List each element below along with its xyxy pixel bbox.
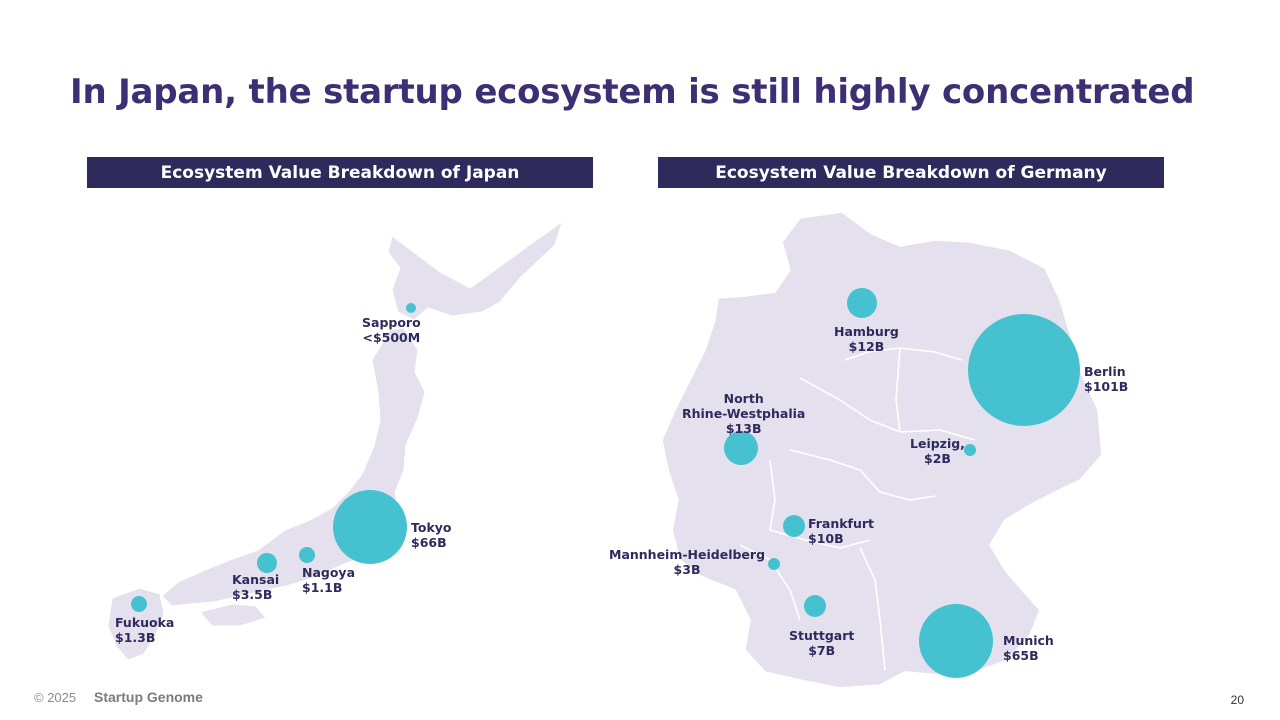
city-value: $3.5B bbox=[232, 587, 273, 602]
city-value: $66B bbox=[411, 535, 447, 550]
city-value: $65B bbox=[1003, 648, 1039, 663]
city-name: North bbox=[723, 391, 764, 406]
city-name: Nagoya bbox=[302, 565, 356, 580]
city-name: Munich bbox=[1003, 633, 1054, 648]
city-value: $13B bbox=[725, 421, 762, 436]
leipzig-label: Leipzig, $2B bbox=[910, 436, 965, 466]
leipzig-bubble bbox=[964, 444, 976, 456]
city-name: Tokyo bbox=[411, 520, 452, 535]
munich-label: Munich $65B bbox=[1003, 633, 1054, 663]
kansai-bubble bbox=[257, 553, 277, 573]
tokyo-label: Tokyo $66B bbox=[411, 520, 452, 550]
page-number: 20 bbox=[1230, 693, 1244, 707]
germany-state-borders bbox=[739, 347, 976, 671]
city-name: Berlin bbox=[1084, 364, 1126, 379]
mannheim-bubble bbox=[768, 558, 780, 570]
hamburg-bubble bbox=[847, 288, 877, 318]
city-name: Frankfurt bbox=[808, 516, 875, 531]
japan-hokkaido-shape bbox=[387, 220, 563, 321]
city-name: Mannheim-Heidelberg bbox=[609, 547, 766, 562]
frankfurt-bubble bbox=[783, 515, 805, 537]
city-value: $7B bbox=[808, 643, 836, 658]
city-value: $3B bbox=[673, 562, 701, 577]
stuttgart-label: Stuttgart $7B bbox=[789, 628, 854, 658]
hamburg-label: Hamburg $12B bbox=[834, 324, 899, 354]
nagoya-bubble bbox=[299, 547, 315, 563]
city-name: Leipzig, bbox=[910, 436, 965, 451]
tokyo-bubble bbox=[333, 490, 407, 564]
city-value: <$500M bbox=[362, 330, 421, 345]
kansai-label: Kansai $3.5B bbox=[232, 572, 279, 602]
city-name: Stuttgart bbox=[789, 628, 855, 643]
city-name: Kansai bbox=[232, 572, 280, 587]
city-value: $101B bbox=[1084, 379, 1129, 394]
berlin-bubble bbox=[968, 314, 1080, 426]
city-value: $1.1B bbox=[302, 580, 343, 595]
stuttgart-bubble bbox=[804, 595, 826, 617]
japan-bubbles bbox=[131, 303, 416, 612]
city-value: $12B bbox=[848, 339, 885, 354]
nrw-bubble bbox=[724, 431, 758, 465]
frankfurt-label: Frankfurt $10B bbox=[808, 516, 874, 546]
japan-shikoku-shape bbox=[199, 603, 267, 627]
munich-bubble bbox=[919, 604, 993, 678]
nagoya-label: Nagoya $1.1B bbox=[302, 565, 355, 595]
sapporo-bubble bbox=[406, 303, 416, 313]
city-name: Hamburg bbox=[834, 324, 899, 339]
city-value: $10B bbox=[808, 531, 844, 546]
brand-logo: Startup Genome bbox=[94, 689, 203, 705]
mannheim-label: Mannheim-Heidelberg $3B bbox=[609, 547, 765, 577]
germany-panel-header: Ecosystem Value Breakdown of Germany bbox=[658, 157, 1164, 188]
berlin-label: Berlin $101B bbox=[1084, 364, 1128, 394]
fukuoka-label: Fukuoka $1.3B bbox=[115, 615, 174, 645]
nrw-label: North Rhine-Westphalia $13B bbox=[682, 391, 805, 436]
city-name-line2: Rhine-Westphalia bbox=[682, 406, 806, 421]
sapporo-label: Sapporo <$500M bbox=[362, 315, 421, 345]
germany-bubbles bbox=[724, 288, 1080, 678]
japan-kyushu-shape bbox=[107, 587, 165, 661]
page-title: In Japan, the startup ecosystem is still… bbox=[70, 72, 1195, 112]
city-name: Fukuoka bbox=[115, 615, 175, 630]
fukuoka-bubble bbox=[131, 596, 147, 612]
japan-panel-header: Ecosystem Value Breakdown of Japan bbox=[87, 157, 593, 188]
city-value: $1.3B bbox=[115, 630, 156, 645]
japan-honshu-shape bbox=[161, 327, 426, 607]
copyright-text: © 2025 bbox=[34, 690, 77, 705]
city-value: $2B bbox=[924, 451, 951, 466]
city-name: Sapporo bbox=[362, 315, 421, 330]
